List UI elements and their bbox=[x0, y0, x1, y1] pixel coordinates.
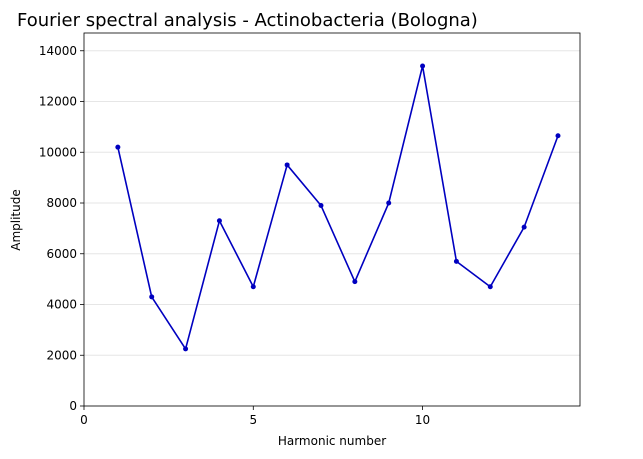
y-tick-label: 14000 bbox=[39, 44, 77, 58]
y-tick-label: 12000 bbox=[39, 95, 77, 109]
data-point bbox=[318, 203, 324, 209]
data-point bbox=[386, 200, 392, 206]
y-axis-label: Amplitude bbox=[9, 189, 23, 251]
x-tick-label: 10 bbox=[415, 413, 430, 427]
y-tick-label: 10000 bbox=[39, 145, 77, 159]
y-gridlines bbox=[84, 50, 580, 407]
data-point bbox=[555, 133, 561, 139]
plot-frame bbox=[83, 32, 581, 407]
data-point bbox=[453, 258, 459, 264]
data-point bbox=[352, 279, 358, 285]
data-point bbox=[216, 218, 222, 224]
x-tick-label: 5 bbox=[249, 413, 257, 427]
data-point bbox=[250, 284, 256, 290]
data-point bbox=[420, 63, 426, 69]
data-point bbox=[183, 346, 189, 352]
x-axis-label: Harmonic number bbox=[278, 434, 386, 448]
y-tick-label: 0 bbox=[69, 399, 77, 413]
series-group bbox=[115, 63, 561, 352]
y-tick-label: 8000 bbox=[46, 196, 77, 210]
data-point bbox=[115, 144, 121, 150]
y-tick-label: 4000 bbox=[46, 298, 77, 312]
series-line bbox=[117, 65, 559, 350]
chart-title: Fourier spectral analysis - Actinobacter… bbox=[17, 10, 478, 31]
axis-ticks: 0 2000 4000 6000 8000 10000 12000 14000 0 5 10 bbox=[39, 44, 430, 427]
data-point bbox=[284, 162, 290, 168]
data-point bbox=[149, 294, 155, 300]
data-point bbox=[487, 284, 493, 290]
data-point bbox=[521, 224, 527, 230]
y-tick-label: 6000 bbox=[46, 247, 77, 261]
y-tick-label: 2000 bbox=[46, 348, 77, 362]
x-tick-label: 0 bbox=[80, 413, 88, 427]
